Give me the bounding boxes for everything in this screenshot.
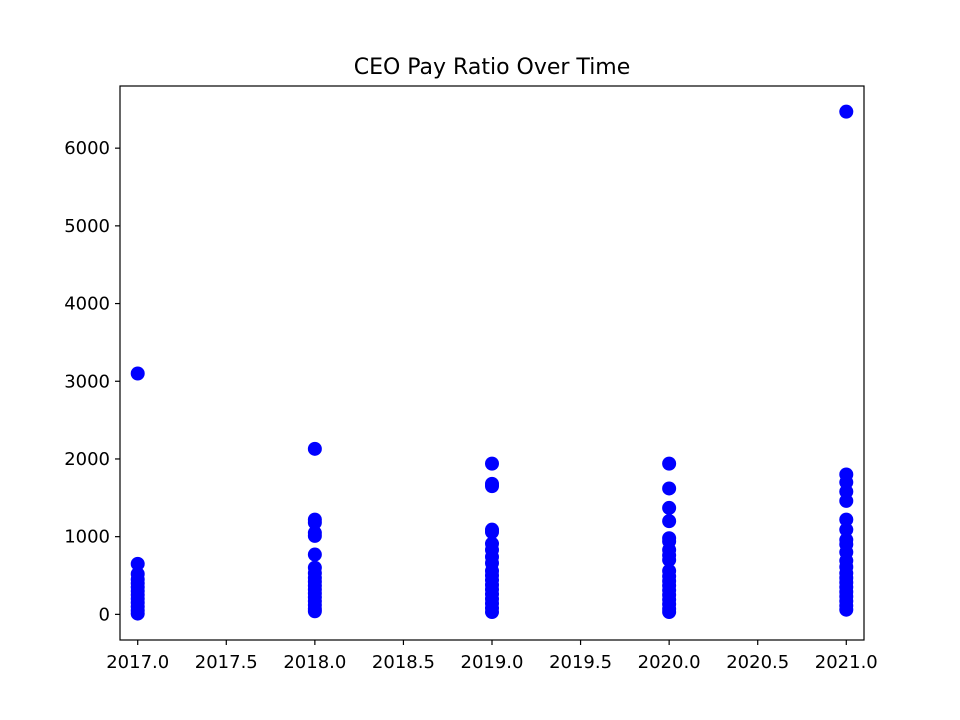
data-point: [662, 514, 677, 529]
data-point: [662, 552, 677, 567]
data-point: [307, 547, 322, 562]
data-point: [839, 512, 854, 527]
x-tick-label: 2021.0: [815, 652, 878, 673]
y-tick-label: 6000: [64, 138, 110, 159]
data-point: [485, 479, 499, 494]
x-axis: 2017.0 2017.5 2018.0 2018.5 2019.0 2019.5 2020…: [106, 640, 878, 673]
y-tick-label: 0: [99, 604, 110, 625]
x-tick-label: 2019.0: [461, 652, 524, 673]
data-point: [307, 528, 322, 543]
y-tick-label: 1000: [64, 527, 110, 548]
data-point: [839, 104, 854, 119]
data-point: [130, 366, 145, 381]
data-point: [485, 524, 499, 539]
y-tick-label: 2000: [64, 449, 110, 470]
x-tick-label: 2020.0: [638, 652, 701, 673]
data-point: [662, 456, 677, 471]
data-point: [662, 500, 677, 515]
data-point: [839, 493, 854, 508]
data-point: [839, 602, 854, 617]
data-point: [307, 515, 322, 530]
y-tick-label: 5000: [64, 216, 110, 237]
data-point: [485, 605, 499, 620]
x-tick-label: 2018.5: [372, 652, 435, 673]
chart-title: CEO Pay Ratio Over Time: [354, 55, 631, 80]
x-tick-label: 2018.0: [283, 652, 346, 673]
y-axis: 0 1000 2000 3000 4000 5000 6000: [64, 138, 120, 625]
data-point: [130, 556, 145, 571]
data-point: [662, 481, 677, 496]
data-point: [307, 604, 322, 619]
data-point: [485, 456, 499, 471]
x-tick-label: 2017.5: [195, 652, 258, 673]
x-tick-label: 2019.5: [549, 652, 612, 673]
data-point: [307, 441, 322, 456]
x-tick-label: 2017.0: [106, 652, 169, 673]
x-tick-label: 2020.5: [726, 652, 789, 673]
data-points: [130, 104, 854, 621]
y-tick-label: 4000: [64, 294, 110, 315]
data-point: [839, 522, 854, 537]
data-point: [662, 605, 677, 620]
y-tick-label: 3000: [64, 371, 110, 392]
data-point: [130, 606, 145, 621]
